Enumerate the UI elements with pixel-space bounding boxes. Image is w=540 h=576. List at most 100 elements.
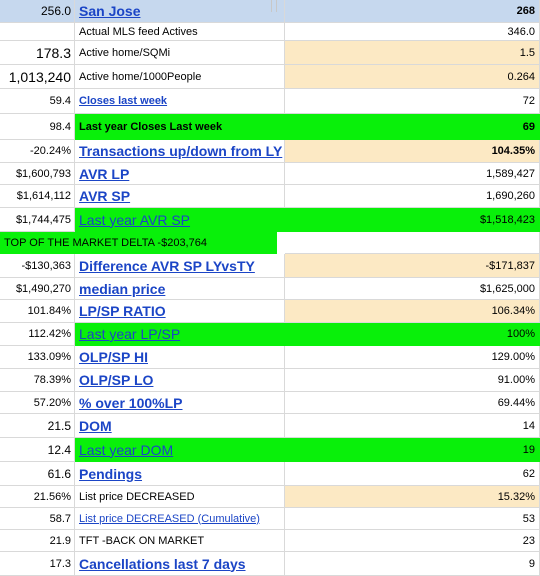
- median-price-link[interactable]: median price: [79, 280, 166, 297]
- label-cell[interactable]: San Jose: [75, 0, 285, 23]
- result-cell[interactable]: 69.44%: [285, 392, 540, 414]
- avr-sp-link[interactable]: AVR SP: [79, 188, 131, 204]
- over-100-lp-link[interactable]: % over 100%LP: [79, 394, 183, 411]
- label-cell[interactable]: OLP/SP LO: [75, 369, 285, 392]
- difference-avr-sp-link[interactable]: Difference AVR SP LYvsTY: [79, 257, 255, 274]
- olp-sp-lo-link[interactable]: OLP/SP LO: [79, 372, 154, 388]
- frozen-pane-divider: [276, 0, 277, 12]
- label-cell[interactable]: Last year DOM: [75, 438, 285, 462]
- value-cell[interactable]: $1,744,475: [0, 208, 75, 232]
- cancellations-link[interactable]: Cancellations last 7 days: [79, 555, 246, 572]
- result-cell[interactable]: 62: [285, 462, 540, 486]
- value-cell[interactable]: 12.4: [0, 438, 75, 462]
- value-cell[interactable]: 58.7: [0, 508, 75, 530]
- pendings-link[interactable]: Pendings: [79, 465, 143, 482]
- value-cell[interactable]: 21.9: [0, 530, 75, 552]
- label-cell[interactable]: OLP/SP HI: [75, 346, 285, 369]
- result-cell[interactable]: 0.264: [285, 65, 540, 89]
- result-cell[interactable]: -$171,837: [285, 254, 540, 278]
- label-cell[interactable]: TFT -BACK ON MARKET: [75, 530, 285, 552]
- result-cell[interactable]: 91.00%: [285, 369, 540, 392]
- dom-link[interactable]: DOM: [79, 417, 112, 434]
- label-cell[interactable]: Transactions up/down from LY: [75, 140, 285, 163]
- label-cell[interactable]: Difference AVR SP LYvsTY: [75, 254, 285, 278]
- label-cell[interactable]: List price DECREASED: [75, 486, 285, 508]
- value-cell[interactable]: 59.4: [0, 89, 75, 114]
- result-cell[interactable]: 19: [285, 438, 540, 462]
- result-cell[interactable]: $1,518,423: [285, 208, 540, 232]
- label-cell[interactable]: Closes last week: [75, 89, 285, 114]
- value-cell[interactable]: -20.24%: [0, 140, 75, 163]
- value-cell[interactable]: [0, 23, 75, 41]
- label-cell[interactable]: Active home/1000People: [75, 65, 285, 89]
- result-cell[interactable]: 129.00%: [285, 346, 540, 369]
- value-cell[interactable]: $1,490,270: [0, 278, 75, 300]
- label-cell[interactable]: Cancellations last 7 days: [75, 552, 285, 576]
- value-cell[interactable]: 101.84%: [0, 300, 75, 323]
- table-row: 12.4 Last year DOM 19: [0, 438, 540, 462]
- result-cell[interactable]: 9: [285, 552, 540, 576]
- value-cell[interactable]: 112.42%: [0, 323, 75, 346]
- olp-sp-hi-link[interactable]: OLP/SP HI: [79, 349, 148, 365]
- last-year-dom-link[interactable]: Last year DOM: [79, 441, 174, 458]
- value-cell[interactable]: 57.20%: [0, 392, 75, 414]
- label-cell[interactable]: Pendings: [75, 462, 285, 486]
- table-row: 21.5 DOM 14: [0, 414, 540, 438]
- last-year-lp-sp-link[interactable]: Last year LP/SP: [79, 326, 181, 342]
- closes-last-week-link[interactable]: Closes last week: [79, 95, 168, 107]
- result-cell[interactable]: $1,625,000: [285, 278, 540, 300]
- result-cell[interactable]: 104.35%: [285, 140, 540, 163]
- value-cell[interactable]: 21.56%: [0, 486, 75, 508]
- value-cell[interactable]: 133.09%: [0, 346, 75, 369]
- value-cell[interactable]: 98.4: [0, 114, 75, 140]
- label-cell[interactable]: Last year Closes Last week: [75, 114, 285, 140]
- label-cell[interactable]: Last year AVR SP: [75, 208, 285, 232]
- value-cell[interactable]: 178.3: [0, 41, 75, 65]
- result-cell[interactable]: 106.34%: [285, 300, 540, 323]
- result-cell[interactable]: 23: [285, 530, 540, 552]
- result-cell[interactable]: 15.32%: [285, 486, 540, 508]
- label-cell[interactable]: median price: [75, 278, 285, 300]
- result-cell[interactable]: 346.0: [285, 23, 540, 41]
- value-cell[interactable]: 78.39%: [0, 369, 75, 392]
- label-cell[interactable]: Actual MLS feed Actives: [75, 23, 285, 41]
- value-cell[interactable]: $1,600,793: [0, 163, 75, 185]
- table-row: 178.3 Active home/SQMi 1.5: [0, 41, 540, 65]
- label-cell[interactable]: List price DECREASED (Cumulative): [75, 508, 285, 530]
- result-cell[interactable]: 53: [285, 508, 540, 530]
- label-cell[interactable]: Last year LP/SP: [75, 323, 285, 346]
- result-cell[interactable]: [285, 232, 540, 254]
- result-cell[interactable]: 1.5: [285, 41, 540, 65]
- label-cell[interactable]: AVR SP: [75, 185, 285, 208]
- label-cell[interactable]: LP/SP RATIO: [75, 300, 285, 323]
- value-cell[interactable]: 61.6: [0, 462, 75, 486]
- label-cell[interactable]: Active home/SQMi: [75, 41, 285, 65]
- table-row: 133.09% OLP/SP HI 129.00%: [0, 346, 540, 369]
- label-cell[interactable]: DOM: [75, 414, 285, 438]
- result-cell[interactable]: 72: [285, 89, 540, 114]
- result-cell[interactable]: 69: [285, 114, 540, 140]
- result-cell[interactable]: 1,589,427: [285, 163, 540, 185]
- avr-lp-link[interactable]: AVR LP: [79, 165, 130, 182]
- result-cell[interactable]: 100%: [285, 323, 540, 346]
- label-cell[interactable]: AVR LP: [75, 163, 285, 185]
- table-row: 59.4 Closes last week 72: [0, 89, 540, 114]
- value-cell[interactable]: $1,614,112: [0, 185, 75, 208]
- label-cell[interactable]: % over 100%LP: [75, 392, 285, 414]
- value-cell[interactable]: 21.5: [0, 414, 75, 438]
- result-cell[interactable]: 268: [285, 0, 540, 23]
- value-cell[interactable]: 17.3: [0, 552, 75, 576]
- value-cell[interactable]: 1,013,240: [0, 65, 75, 89]
- area-link[interactable]: San Jose: [79, 3, 141, 19]
- transactions-link[interactable]: Transactions up/down from LY: [79, 143, 283, 159]
- lp-sp-ratio-link[interactable]: LP/SP RATIO: [79, 303, 166, 319]
- result-cell[interactable]: 14: [285, 414, 540, 438]
- value-cell[interactable]: 256.0: [0, 0, 75, 23]
- list-price-decreased-cumulative-link[interactable]: List price DECREASED (Cumulative): [79, 512, 260, 525]
- table-row: $1,600,793 AVR LP 1,589,427: [0, 163, 540, 185]
- last-year-avr-sp-link[interactable]: Last year AVR SP: [79, 211, 191, 228]
- value-cell[interactable]: -$130,363: [0, 254, 75, 278]
- market-delta-cell[interactable]: TOP OF THE MARKET DELTA -$203,764: [0, 232, 277, 254]
- result-cell[interactable]: 1,690,260: [285, 185, 540, 208]
